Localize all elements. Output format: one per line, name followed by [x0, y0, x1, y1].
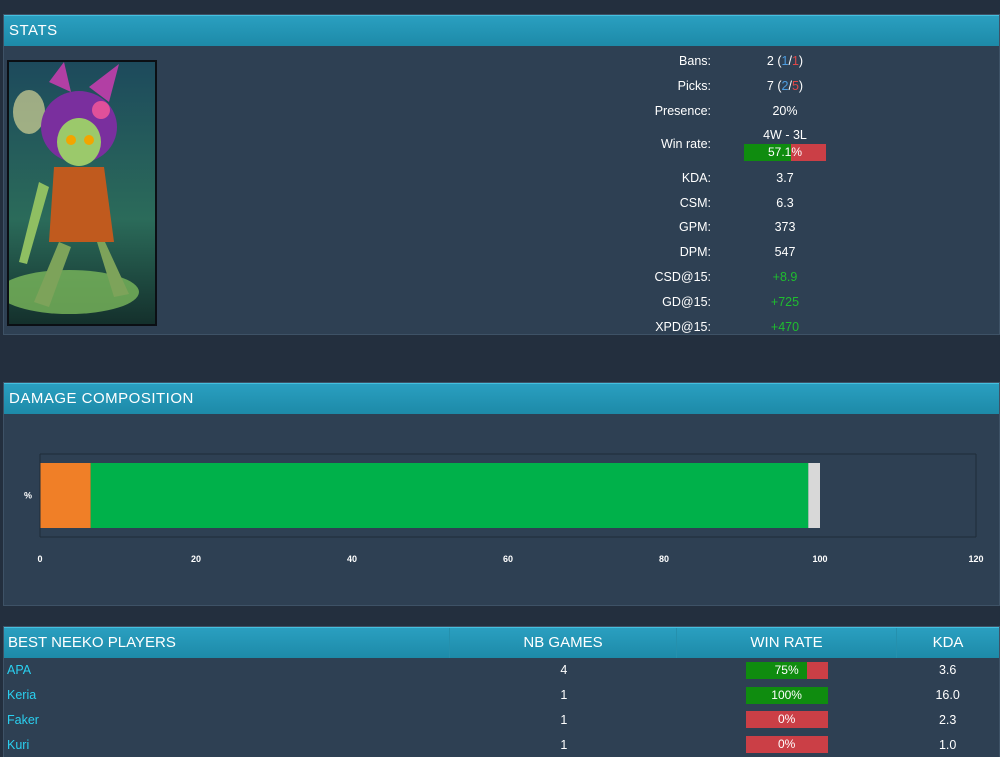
stat-row-kda: KDA: 3.7: [564, 165, 1000, 190]
winrate-cell: 75%: [677, 661, 896, 679]
stats-table: Bans: 2 (1/1) Picks: 7 (2/5) Presence: 2…: [564, 49, 1000, 339]
picks-blue-side: 2: [781, 79, 789, 94]
stat-row-bans: Bans: 2 (1/1): [564, 49, 1000, 74]
champion-portrait: [7, 60, 157, 326]
kda-cell: 1.0: [938, 737, 957, 752]
winrate-cell: 0%: [677, 711, 896, 729]
games-cell: 4: [560, 663, 568, 678]
games-cell: 1: [560, 688, 568, 703]
header-player[interactable]: BEST NEEKO PLAYERS: [8, 634, 176, 651]
winrate-bar-text: 57.1%: [767, 144, 803, 159]
winrate-bar-text: 0%: [777, 737, 796, 752]
winrate-bar-fill: [745, 661, 808, 679]
stats-header: STATS: [4, 15, 999, 46]
stat-row-dpm: DPM: 547: [564, 240, 1000, 265]
table-row: APA 4 75% 3.6: [4, 658, 999, 683]
bar-segment-2: [808, 463, 820, 528]
stat-value: +8.9: [772, 269, 798, 284]
stat-value: 20%: [772, 103, 798, 118]
stat-value: +725: [770, 294, 800, 309]
stat-row-picks: Picks: 7 (2/5): [564, 74, 1000, 99]
kda-cell: 16.0: [935, 688, 960, 703]
stat-row-csd15: CSD@15: +8.9: [564, 265, 1000, 290]
stat-label: Presence:: [654, 103, 711, 118]
stat-label: Bans:: [679, 54, 711, 69]
x-tick-label: 60: [503, 554, 513, 564]
winrate-bar: 100%: [745, 686, 828, 704]
x-tick-label: 20: [191, 554, 201, 564]
players-table-header: BEST NEEKO PLAYERS NB GAMES WIN RATE KDA: [4, 627, 999, 658]
winrate-bar-text: 75%: [774, 662, 799, 677]
x-tick-label: 80: [659, 554, 669, 564]
stat-row-gpm: GPM: 373: [564, 215, 1000, 240]
winrate-cell: 0%: [677, 736, 896, 754]
stat-label: GD@15:: [662, 294, 711, 309]
bar-segment-1: [90, 463, 809, 528]
stat-value: 4W - 3L 57.1%: [711, 128, 859, 161]
kda-cell: 3.6: [938, 663, 957, 678]
x-tick-label: 40: [347, 554, 357, 564]
table-row: Kuri 1 0% 1.0: [4, 732, 999, 757]
player-link[interactable]: Keria: [7, 688, 37, 703]
stat-label: DPM:: [679, 245, 711, 260]
table-row: Faker 1 0% 2.3: [4, 708, 999, 733]
damage-chart: 0 20 40 60 80 100 120%: [24, 453, 984, 564]
bar-segment-0: [40, 463, 91, 528]
picks-red-side: 5: [791, 79, 799, 94]
winrate-bar-text: 0%: [777, 712, 796, 727]
win-loss-record: 4W - 3L: [763, 127, 807, 142]
damage-panel: DAMAGE COMPOSITION 0 20 40 60 80 100 120%: [3, 382, 1000, 606]
header-kda[interactable]: KDA: [896, 628, 999, 658]
player-link[interactable]: Faker: [7, 712, 39, 727]
damage-header: DAMAGE COMPOSITION: [4, 383, 999, 414]
bans-red-side: 1: [791, 54, 799, 69]
player-link[interactable]: APA: [7, 663, 32, 678]
x-tick-label: 120: [968, 554, 983, 564]
player-link[interactable]: Kuri: [7, 737, 30, 752]
stat-value: 547: [774, 245, 796, 260]
winrate-bar-fill: [745, 686, 828, 704]
stat-label: KDA:: [681, 170, 711, 185]
stat-value: 6.3: [776, 195, 794, 210]
kda-cell: 2.3: [938, 712, 957, 727]
stat-label: Picks:: [677, 79, 711, 94]
stat-row-presence: Presence: 20%: [564, 99, 1000, 124]
games-cell: 1: [560, 737, 568, 752]
stat-label: XPD@15:: [655, 319, 711, 334]
table-row: Keria 1 100% 16.0: [4, 683, 999, 708]
winrate-bar: 75%: [745, 661, 828, 679]
stat-label: Win rate:: [660, 137, 711, 152]
stats-panel: STATS: [3, 14, 1000, 335]
stat-row-gd15: GD@15: +725: [564, 289, 1000, 314]
winrate-cell: 100%: [677, 686, 896, 704]
winrate-bar: 57.1%: [744, 143, 826, 161]
winrate-bar: 0%: [745, 711, 828, 729]
stat-label: CSD@15:: [654, 269, 711, 284]
stat-label: CSM:: [679, 195, 711, 210]
stat-value: 7 (2/5): [766, 79, 804, 94]
players-table-body: APA 4 75% 3.6 Keria 1 100% 16.0 Faker 1 …: [4, 658, 999, 757]
stat-row-csm: CSM: 6.3: [564, 190, 1000, 215]
stat-row-winrate: Win rate: 4W - 3L 57.1%: [564, 123, 1000, 165]
header-winrate[interactable]: WIN RATE: [676, 628, 896, 658]
x-tick-label: 0: [37, 554, 42, 564]
stat-label: GPM:: [679, 220, 711, 235]
winrate-bar-text: 100%: [771, 687, 802, 702]
players-panel: BEST NEEKO PLAYERS NB GAMES WIN RATE KDA…: [3, 626, 1000, 757]
stat-value: 2 (1/1): [766, 54, 804, 69]
stat-value: 373: [774, 220, 796, 235]
stat-row-xpd15: XPD@15: +470: [564, 314, 1000, 339]
stat-value: +470: [770, 319, 800, 334]
header-games[interactable]: NB GAMES: [449, 628, 676, 658]
winrate-bar-fill: [744, 143, 791, 161]
games-cell: 1: [560, 712, 568, 727]
bans-blue-side: 1: [781, 54, 789, 69]
x-tick-label: 100: [812, 554, 827, 564]
winrate-bar: 0%: [745, 736, 828, 754]
y-category-label: %: [24, 491, 32, 501]
stat-value: 3.7: [776, 170, 794, 185]
